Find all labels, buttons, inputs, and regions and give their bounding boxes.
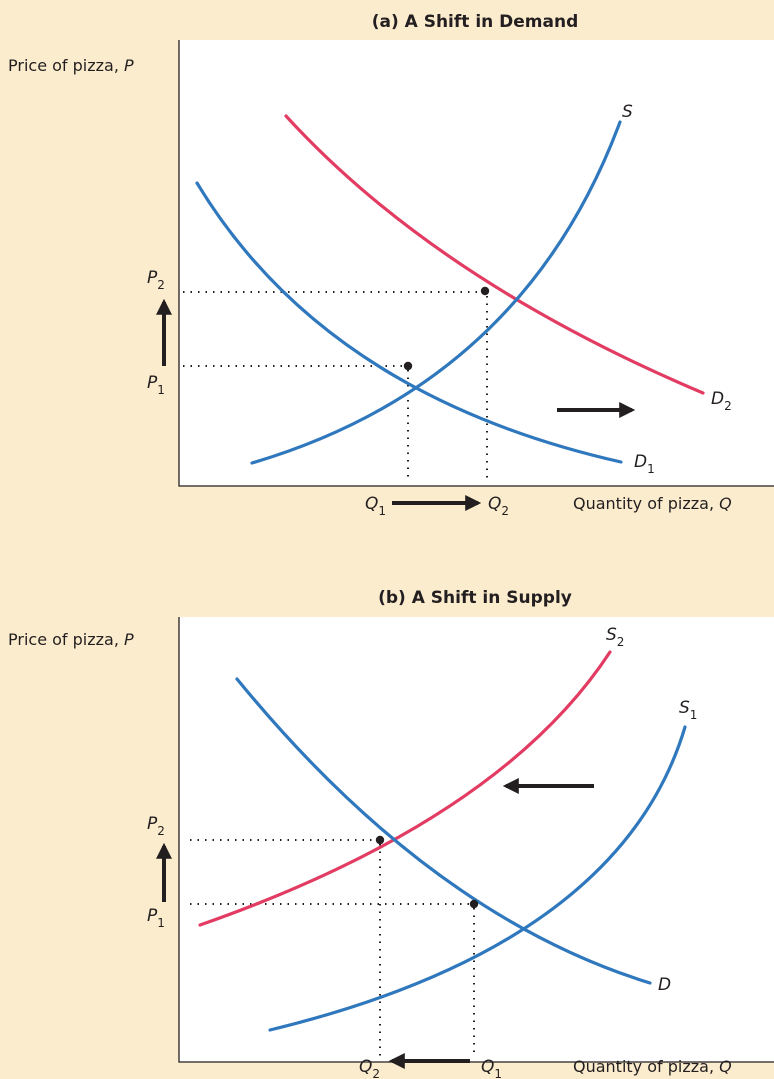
panel-b-s1-curve	[268, 725, 687, 1032]
panel-b-label-p1: P1	[147, 906, 165, 930]
panel-a-axes	[178, 40, 774, 487]
panel-b-plot-area	[179, 617, 774, 1062]
panel-b-title: (b) A Shift in Supply	[378, 588, 572, 608]
panel-b: (b) A Shift in Supply Price of pizza, P …	[8, 588, 774, 1079]
panel-a-label-q2: Q2	[488, 494, 509, 518]
panel-b-label-q1: Q1	[481, 1057, 502, 1079]
panel-b-label-s1: S1	[679, 698, 697, 722]
panel-b-guides	[190, 839, 475, 1058]
panel-a-label-p1: P1	[147, 373, 165, 397]
panel-b-y-axis-label: Price of pizza, P	[8, 630, 134, 649]
panel-b-label-s2: S2	[606, 625, 624, 649]
panel-b-equilibrium-2	[375, 835, 385, 845]
panel-a-label-p2: P2	[147, 268, 165, 292]
panel-a-supply-curve	[250, 120, 622, 465]
panel-a-y-axis-label: Price of pizza, P	[8, 56, 134, 75]
panel-a-d1-curve	[195, 181, 623, 464]
panel-a-label-d1: D1	[634, 452, 655, 476]
panel-b-equilibrium-1	[469, 899, 479, 909]
panel-a-guides	[183, 291, 488, 482]
panel-b-demand-curve	[235, 677, 652, 985]
panel-a-d2-curve	[284, 114, 705, 395]
panel-b-s2-curve	[198, 650, 612, 927]
panel-a: (a) A Shift in Demand Price of pizza, P …	[8, 12, 774, 518]
panel-a-equilibrium-1	[403, 361, 413, 371]
panel-b-axes	[178, 617, 774, 1063]
panel-a-label-q1: Q1	[365, 494, 386, 518]
panel-b-label-d: D	[658, 975, 671, 995]
panel-b-label-q2: Q2	[359, 1057, 380, 1079]
panel-a-equilibrium-2	[480, 286, 490, 296]
panel-a-x-axis-label: Quantity of pizza, Q	[573, 494, 732, 513]
panel-a-plot-area	[179, 40, 774, 486]
panel-a-label-s: S	[622, 102, 633, 122]
panel-b-x-axis-label: Quantity of pizza, Q	[573, 1057, 732, 1076]
panel-b-label-p2: P2	[147, 814, 165, 838]
panel-a-label-d2: D2	[711, 389, 732, 413]
panel-a-title: (a) A Shift in Demand	[372, 12, 579, 32]
